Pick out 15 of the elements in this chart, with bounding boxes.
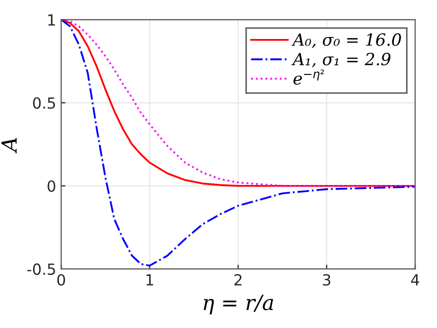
x-tick-label: 0 xyxy=(57,274,66,286)
y-tick-label: 0 xyxy=(48,180,56,192)
x-axis-title: η = r/a xyxy=(204,294,274,314)
y-tick-label: 1 xyxy=(48,14,55,26)
y-tick-label: -0.5 xyxy=(27,263,55,275)
legend-label: A₁, σ₁ = 2.9 xyxy=(292,52,390,68)
x-tick-label: 2 xyxy=(234,274,242,286)
x-tick-label: 3 xyxy=(322,274,330,286)
x-tick-label: 1 xyxy=(146,274,154,286)
legend-label: e$^{−η²}$ xyxy=(293,69,324,85)
line-series xyxy=(61,20,416,267)
legend-label: A₀, σ₀ = 16.0 xyxy=(292,33,401,48)
y-tick-label: 0.5 xyxy=(33,97,55,109)
x-tick-label: 4 xyxy=(411,274,420,286)
y-axis-title: A xyxy=(1,138,17,154)
